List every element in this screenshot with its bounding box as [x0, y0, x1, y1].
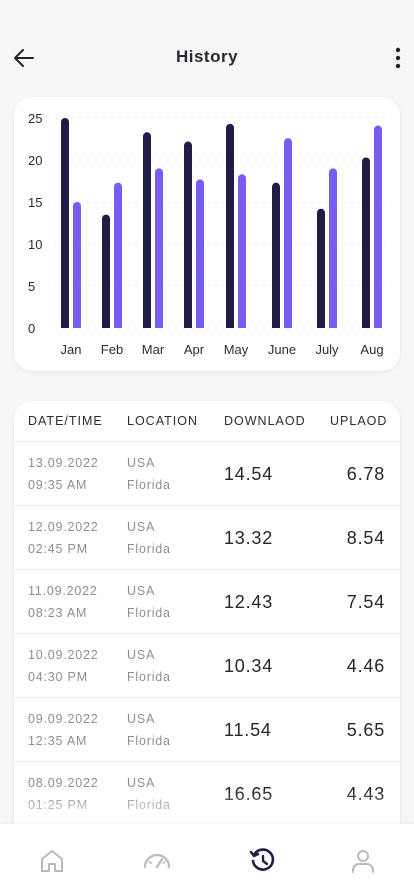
- table-row[interactable]: 11.09.2022 08:23 AM USA Florida 12.43 7.54: [14, 570, 400, 634]
- x-tick-label: July: [315, 342, 339, 357]
- speedometer-icon[interactable]: [142, 846, 172, 876]
- bar-series-1-may[interactable]: [226, 123, 234, 328]
- row-date: 09.09.2022: [28, 712, 99, 726]
- bar-series-2-june[interactable]: [284, 138, 292, 328]
- bottom-navigation: [0, 824, 414, 896]
- header: History: [0, 0, 414, 100]
- row-date: 11.09.2022: [28, 584, 98, 598]
- bar-series-2-july[interactable]: [329, 168, 337, 328]
- header-upload: UPLAOD: [330, 414, 388, 428]
- row-region: Florida: [127, 734, 171, 748]
- bar-series-2-mar[interactable]: [155, 168, 163, 328]
- x-tick-label: Aug: [360, 342, 383, 357]
- row-country: USA: [127, 584, 156, 598]
- y-tick-label: 25: [28, 111, 42, 126]
- y-tick-label: 20: [28, 153, 42, 168]
- row-upload: 4.46: [346, 656, 385, 676]
- bar-chart: 0 5 10 15 20 25 Jan Feb Mar Apr May June July Aug: [28, 111, 386, 357]
- bar-series-1-feb[interactable]: [102, 214, 110, 328]
- header-date-time: DATE/TIME: [28, 414, 103, 428]
- row-download: 14.54: [224, 464, 274, 484]
- home-icon[interactable]: [37, 846, 67, 876]
- row-download: 10.34: [224, 656, 274, 676]
- user-icon[interactable]: [348, 846, 378, 876]
- row-time: 09:35 AM: [28, 478, 88, 492]
- row-download: 13.32: [224, 528, 274, 548]
- row-time: 12:35 AM: [28, 734, 88, 748]
- x-tick-label: May: [224, 342, 249, 357]
- header-download: DOWNLAOD: [224, 414, 306, 428]
- table-header: DATE/TIME LOCATION DOWNLAOD UPLAOD: [14, 401, 400, 442]
- bar-series-1-july[interactable]: [317, 208, 325, 328]
- y-tick-label: 15: [28, 195, 42, 210]
- bar-series-2-jan[interactable]: [73, 202, 81, 328]
- bar-series-2-apr[interactable]: [196, 179, 204, 328]
- arrow-left-icon[interactable]: [10, 44, 38, 72]
- row-region: Florida: [127, 606, 171, 620]
- x-tick-label: June: [268, 342, 296, 357]
- table-row[interactable]: 10.09.2022 04:30 PM USA Florida 10.34 4.46: [14, 634, 400, 698]
- row-time: 04:30 PM: [28, 670, 88, 684]
- bar-series-2-may[interactable]: [238, 174, 246, 328]
- x-tick-label: Apr: [184, 342, 205, 357]
- row-upload: 7.54: [346, 592, 385, 612]
- row-date: 08.09.2022: [28, 776, 99, 790]
- row-region: Florida: [127, 670, 171, 684]
- table-row[interactable]: 12.09.2022 02:45 PM USA Florida 13.32 8.54: [14, 506, 400, 570]
- y-tick-label: 5: [28, 279, 35, 294]
- history-icon[interactable]: [248, 846, 278, 876]
- bar-series-1-mar[interactable]: [143, 132, 151, 328]
- row-time: 02:45 PM: [28, 542, 88, 556]
- row-date: 10.09.2022: [28, 648, 99, 662]
- row-upload: 8.54: [346, 528, 385, 548]
- bar-series-1-aug[interactable]: [362, 157, 370, 328]
- x-tick-label: Mar: [142, 342, 165, 357]
- y-tick-label: 0: [28, 321, 35, 336]
- chart-card: 0 5 10 15 20 25 Jan Feb Mar Apr May June July Aug: [14, 97, 400, 371]
- bar-series-1-apr[interactable]: [184, 141, 192, 328]
- row-download: 12.43: [224, 592, 274, 612]
- row-time: 01:25 PM: [28, 798, 88, 812]
- x-tick-label: Feb: [101, 342, 123, 357]
- bar-series-2-feb[interactable]: [114, 182, 122, 328]
- row-download: 11.54: [224, 720, 272, 740]
- row-country: USA: [127, 712, 156, 726]
- bar-series-1-jan[interactable]: [61, 118, 69, 328]
- row-country: USA: [127, 520, 156, 534]
- row-region: Florida: [127, 798, 171, 812]
- page-title: History: [175, 47, 239, 66]
- row-download: 16.65: [224, 784, 274, 804]
- x-tick-label: Jan: [61, 342, 82, 357]
- y-tick-label: 10: [28, 237, 42, 252]
- row-time: 08:23 AM: [28, 606, 88, 620]
- row-date: 13.09.2022: [28, 456, 99, 470]
- bar-series-2-aug[interactable]: [374, 125, 382, 328]
- row-upload: 4.43: [346, 784, 385, 804]
- table-row[interactable]: 08.09.2022 01:25 PM USA Florida 16.65 4.43: [14, 762, 400, 826]
- header-location: LOCATION: [127, 414, 198, 428]
- row-country: USA: [127, 776, 156, 790]
- table-row[interactable]: 09.09.2022 12:35 AM USA Florida 11.54 5.65: [14, 698, 400, 762]
- row-country: USA: [127, 456, 156, 470]
- table-row[interactable]: 13.09.2022 09:35 AM USA Florida 14.54 6.78: [14, 442, 400, 506]
- more-vertical-icon[interactable]: [390, 44, 406, 72]
- row-country: USA: [127, 648, 156, 662]
- bar-series-1-june[interactable]: [272, 182, 280, 328]
- history-table: DATE/TIME LOCATION DOWNLAOD UPLAOD 13.09…: [14, 401, 400, 831]
- row-upload: 5.65: [346, 720, 385, 740]
- row-region: Florida: [127, 478, 171, 492]
- row-upload: 6.78: [346, 464, 385, 484]
- row-region: Florida: [127, 542, 171, 556]
- row-date: 12.09.2022: [28, 520, 99, 534]
